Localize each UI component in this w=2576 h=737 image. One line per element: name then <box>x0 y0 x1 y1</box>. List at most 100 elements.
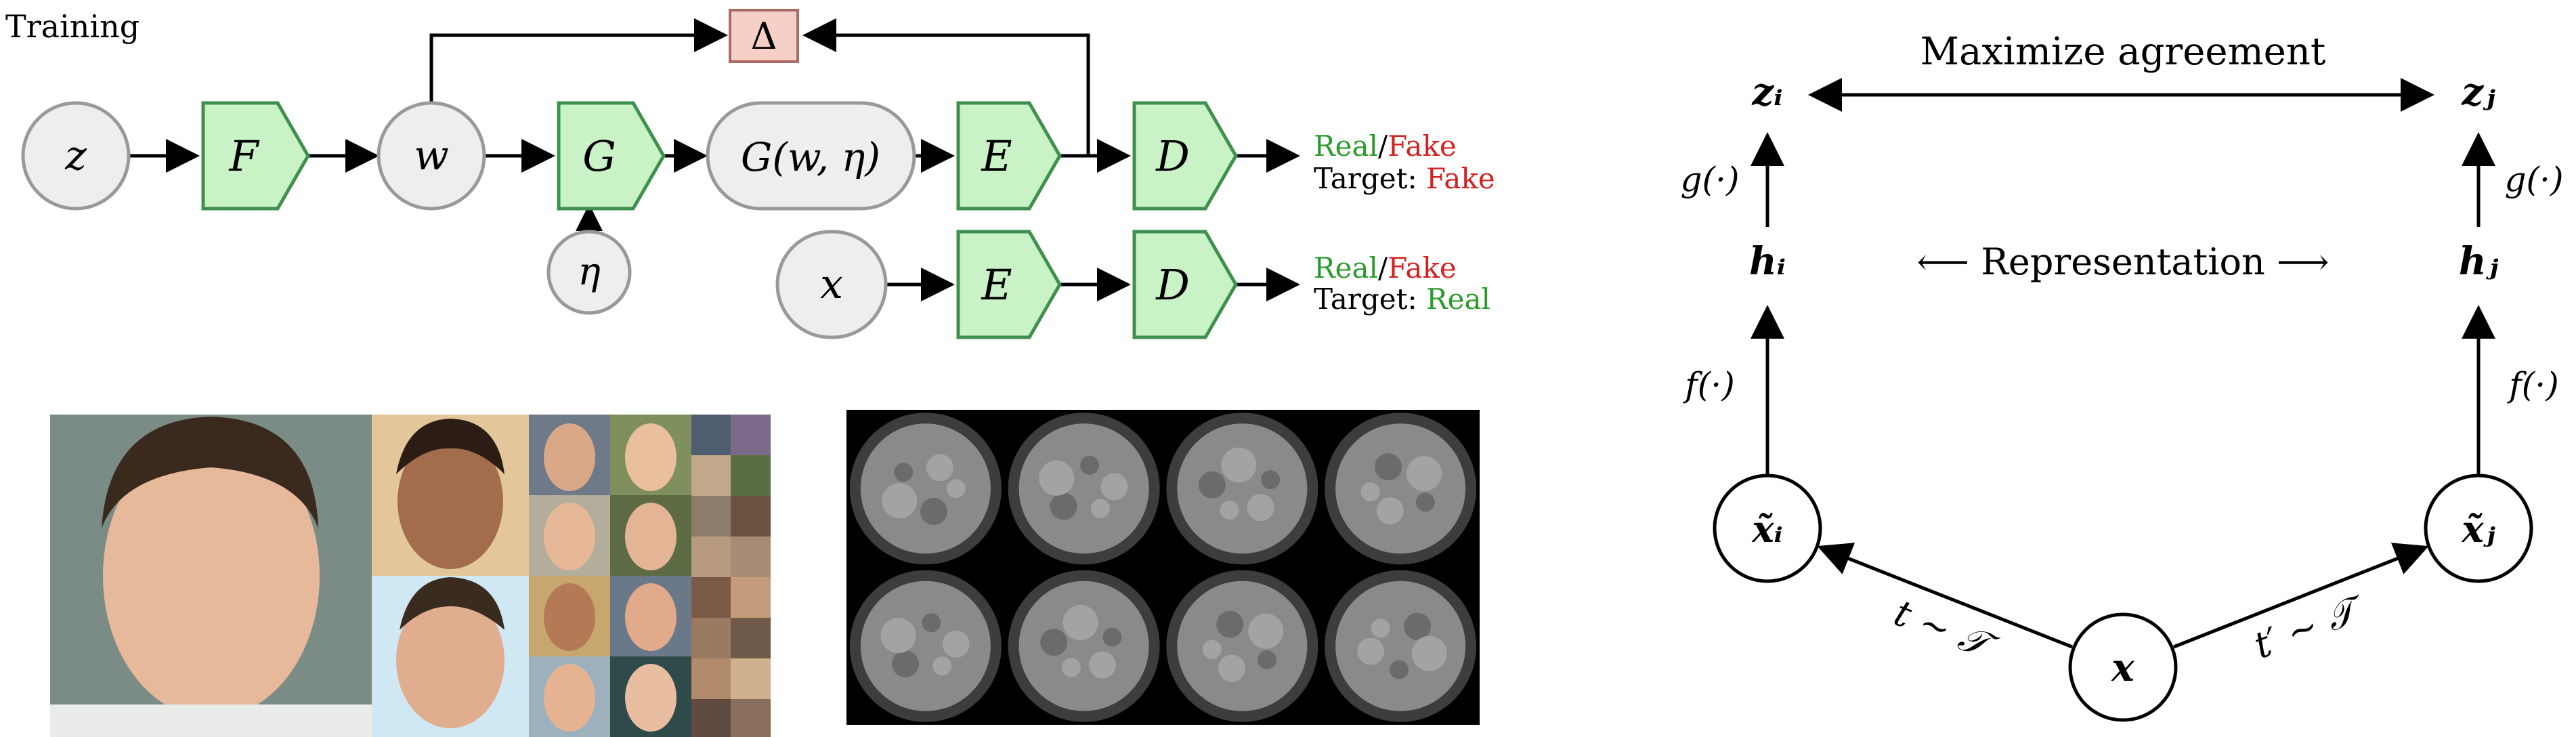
delta-label: Δ <box>751 15 777 58</box>
node-z <box>21 101 131 211</box>
solar-texture-patch <box>942 630 970 658</box>
solar-texture-patch <box>1040 629 1068 656</box>
h-j-label: hⱼ <box>2459 239 2499 284</box>
solar-disk <box>1018 423 1149 554</box>
node-z-label: z <box>64 132 87 180</box>
face-small-grid <box>529 415 691 737</box>
solar-texture-patch <box>894 463 914 482</box>
node-x-label: x <box>820 261 843 308</box>
solar-texture-patch <box>1360 482 1380 502</box>
solar-texture-patch <box>1220 501 1239 520</box>
solar-texture-patch <box>1257 650 1276 670</box>
t-right-label: t′ ∼ 𝒯 <box>2248 586 2371 667</box>
g-left-label: g(·) <box>1681 160 1740 199</box>
node-w <box>377 101 486 211</box>
solar-texture-patch <box>1062 604 1098 640</box>
solar-texture-patch <box>882 483 918 519</box>
solar-texture-patch <box>1090 499 1110 518</box>
face-large-hair <box>102 417 318 528</box>
node-generated-image-label: G(w, η) <box>741 134 880 180</box>
solar-texture-patch <box>1102 627 1122 647</box>
arrow-E-to-delta <box>802 18 1090 156</box>
solar-texture-patch <box>1357 637 1385 665</box>
solar-texture-patch <box>1050 492 1077 520</box>
solar-texture-patch <box>1198 471 1226 499</box>
solar-texture-patch <box>1261 470 1281 490</box>
face-large <box>103 434 320 718</box>
solar-texture-patch <box>1375 453 1402 481</box>
solar-disk <box>860 423 991 554</box>
block-D-top <box>1132 101 1238 211</box>
node-eta <box>546 230 632 315</box>
solar-disk <box>1335 581 1466 711</box>
delta-box <box>729 9 799 63</box>
block-G <box>557 101 666 211</box>
solar-texture-patch <box>1100 473 1128 501</box>
contrastive-diagram: Maximize agreement zᵢ zⱼ g(·) g(·) hᵢ hⱼ… <box>1681 30 2564 722</box>
block-E-top <box>956 101 1062 211</box>
output-top-target: Target: Fake <box>1314 162 1495 195</box>
block-E-bottom <box>956 230 1062 339</box>
solar-texture-patch <box>1039 460 1075 496</box>
solar-disk <box>1335 423 1466 554</box>
x-tilde-j-label: x̃ⱼ <box>2461 507 2495 551</box>
f-left-label: f(·) <box>1682 365 1734 404</box>
training-label: Training <box>5 8 139 45</box>
t-left-label: t ∼ 𝒯 <box>1889 591 2004 670</box>
solar-disk <box>1177 423 1308 554</box>
arrow-w-to-delta <box>429 18 728 102</box>
solar-texture-patch <box>1088 651 1116 679</box>
solar-texture-patch <box>1061 658 1081 677</box>
face-tiny-grid <box>691 415 771 737</box>
block-D-top-label: D <box>1155 131 1190 181</box>
block-F-label: F <box>228 131 259 181</box>
solar-texture-patch <box>891 650 919 677</box>
h-i-label: hᵢ <box>1749 239 1786 284</box>
solar-disk <box>1177 581 1308 711</box>
solar-texture-patch <box>1376 497 1404 525</box>
representation-label: ⟵ Representation ⟶ <box>1917 240 2330 283</box>
g-right-label: g(·) <box>2505 160 2564 199</box>
solar-texture-patch <box>920 497 947 525</box>
x-tilde-i-label: x̃ᵢ <box>1751 507 1782 551</box>
block-G-label: G <box>582 131 616 181</box>
augment-arrow-right <box>2173 543 2429 649</box>
solar-texture-patch <box>1404 612 1432 640</box>
solar-texture-patch <box>1371 618 1390 638</box>
node-x-input <box>2068 612 2178 722</box>
solar-texture-patch <box>1221 447 1257 483</box>
f-right-label: f(·) <box>2506 365 2558 404</box>
solar-texture-patch <box>1407 456 1442 492</box>
x-input-label: x <box>2111 646 2134 690</box>
solar-texture-patch <box>1389 660 1409 679</box>
block-D-bottom-label: D <box>1155 260 1190 310</box>
solar-texture-patch <box>1080 455 1100 475</box>
solar-samples-grid <box>846 410 1480 725</box>
face-samples-grid <box>50 415 771 737</box>
maximize-agreement-label: Maximize agreement <box>1920 30 2326 74</box>
solar-texture-patch <box>1218 654 1245 682</box>
solar-texture-patch <box>946 479 966 499</box>
solar-texture-patch <box>926 454 953 482</box>
node-x-tilde-j <box>2424 473 2533 583</box>
solar-texture-patch <box>932 656 952 676</box>
z-i-label: zᵢ <box>1751 70 1782 114</box>
node-w-label: w <box>414 132 448 180</box>
node-generated-image <box>706 101 916 211</box>
solar-texture-patch <box>880 618 916 654</box>
solar-texture-patch <box>1411 635 1447 671</box>
solar-texture-patch <box>1247 494 1274 522</box>
solar-texture-patch <box>1216 610 1244 638</box>
solar-texture-patch <box>922 613 941 633</box>
training-diagram: Training z F w <box>5 8 1495 339</box>
node-x-tilde-i <box>1713 473 1822 583</box>
z-j-label: zⱼ <box>2461 70 2495 114</box>
node-x <box>775 230 888 339</box>
solar-disk <box>1018 581 1149 711</box>
block-E-bottom-label: E <box>981 260 1012 310</box>
solar-texture-patch <box>1202 639 1222 659</box>
block-F <box>201 101 310 211</box>
solar-texture-patch <box>1415 492 1435 512</box>
solar-disk <box>860 581 991 711</box>
